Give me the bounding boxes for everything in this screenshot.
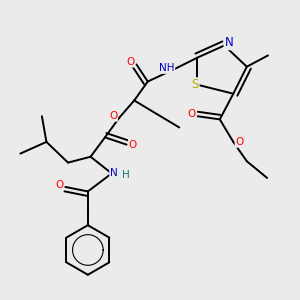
Text: NH: NH xyxy=(159,63,174,73)
Text: O: O xyxy=(188,109,196,119)
Text: O: O xyxy=(55,180,63,190)
Text: O: O xyxy=(236,137,244,147)
Text: O: O xyxy=(129,140,137,150)
Text: N: N xyxy=(224,36,233,49)
Text: N: N xyxy=(110,167,118,178)
Text: O: O xyxy=(126,57,134,67)
Text: O: O xyxy=(109,111,117,121)
Text: H: H xyxy=(122,170,130,180)
Text: S: S xyxy=(191,78,199,91)
